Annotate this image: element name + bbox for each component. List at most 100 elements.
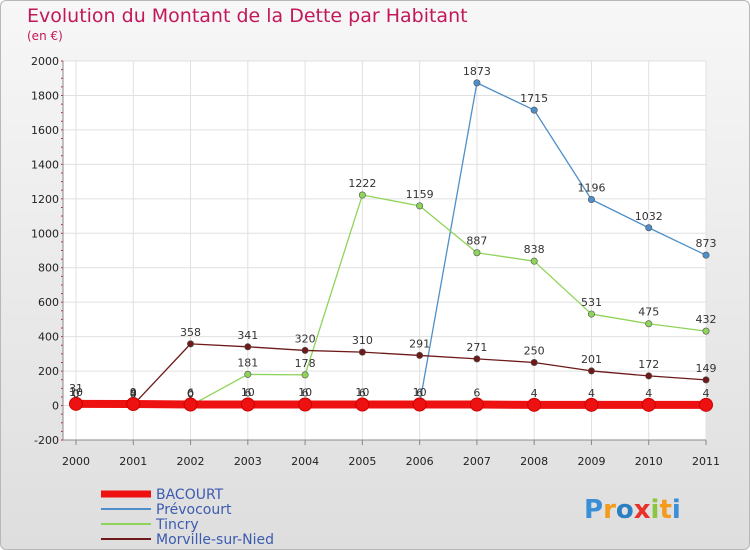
y-tick-label: 1000 [31,227,59,240]
data-point-bacourt [183,397,198,412]
y-tick-label: 200 [38,365,59,378]
data-point-bacourt [298,397,313,412]
data-label-morville-sur-nied: 172 [638,358,659,371]
data-label-tincry: 178 [295,357,316,370]
chart-title: Evolution du Montant de la Dette par Hab… [27,5,468,27]
data-label-bacourt: 6 [302,387,309,400]
data-point-bacourt [641,397,656,412]
data-label-pr-vocourt: 1715 [520,92,548,105]
data-label-bacourt: 6 [473,387,480,400]
x-tick-label: 2006 [406,455,434,468]
y-tick-label: 1800 [31,89,59,102]
data-label-bacourt: 10 [69,386,83,399]
data-label-morville-sur-nied: 31 [69,382,83,395]
data-point-tincry [587,310,595,318]
data-point-morville-sur-nied [645,372,653,380]
legend-label-bacourt: BACOURT [156,487,224,503]
data-label-bacourt: 4 [588,387,595,400]
data-label-tincry: 475 [638,306,659,319]
data-point-morville-sur-nied [301,346,309,354]
data-point-bacourt [584,397,599,412]
data-label-pr-vocourt: 1873 [463,65,491,78]
legend-label-tincry: Tincry [155,517,199,533]
data-label-tincry: 181 [237,356,258,369]
data-label-tincry: 0 [130,388,137,401]
data-point-bacourt [355,397,370,412]
data-label-pr-vocourt: 10 [241,386,255,399]
y-tick-label: -200 [34,434,59,447]
series-line-morville-sur-nied [75,343,707,406]
data-label-pr-vocourt: 1032 [635,210,663,223]
data-point-tincry [244,370,252,378]
series-layer [69,79,713,412]
x-tick-label: 2004 [291,455,319,468]
data-label-morville-sur-nied: 149 [696,362,717,375]
data-point-bacourt [699,397,713,412]
data-labels: 10 9 6 6 6 6 6 6 4 4 4 40 0 0 10 10 10 101873171511961032… [69,65,717,401]
y-tick-label: 0 [52,400,59,413]
data-point-morville-sur-nied [244,343,252,351]
data-label-bacourt: 6 [244,387,251,400]
data-point-bacourt [69,396,83,411]
data-label-bacourt: 6 [359,387,366,400]
data-point-bacourt [527,397,542,412]
data-point-morville-sur-nied [187,340,195,348]
data-label-bacourt: 4 [703,387,710,400]
data-point-tincry [645,320,653,328]
proxiti-logo: Proxiti [584,495,681,525]
series-bacourt [69,396,713,412]
y-tick-label: 800 [38,262,59,275]
data-label-morville-sur-nied: 310 [352,334,373,347]
y-tick-label: 1200 [31,193,59,206]
data-point-bacourt [412,397,427,412]
data-point-pr-vocourt [530,106,538,114]
data-label-tincry: 838 [524,243,545,256]
x-tick-label: 2002 [177,455,205,468]
x-tick-label: 2011 [692,455,720,468]
data-point-morville-sur-nied [358,348,366,356]
x-tick-label: 2009 [577,455,605,468]
data-point-pr-vocourt [473,79,481,87]
data-label-bacourt: 6 [187,387,194,400]
data-point-tincry [473,249,481,257]
data-label-pr-vocourt: 0 [73,388,80,401]
x-tick-label: 2010 [635,455,663,468]
y-tick-label: 600 [38,296,59,309]
x-tick-label: 2001 [119,455,147,468]
data-point-bacourt [126,396,141,411]
series-morville-sur-nied [72,340,710,409]
data-point-pr-vocourt [702,251,710,259]
data-point-morville-sur-nied [702,376,710,384]
data-label-pr-vocourt: 0 [130,388,137,401]
data-point-morville-sur-nied [587,367,595,375]
data-label-tincry: 1159 [406,188,434,201]
data-label-morville-sur-nied: 271 [466,341,487,354]
y-tick-label: 1600 [31,124,59,137]
y-tick-label: 2000 [31,55,59,68]
axes: -200020040060080010001200140016001800200… [31,55,720,468]
data-label-tincry: 0 [187,388,194,401]
data-label-tincry: 531 [581,296,602,309]
data-label-morville-sur-nied: 358 [180,326,201,339]
data-label-bacourt: 9 [130,386,137,399]
chart-subtitle: (en €) [27,29,63,43]
data-point-pr-vocourt [645,224,653,232]
data-label-bacourt: 6 [416,387,423,400]
series-line-bacourt [75,399,706,409]
data-label-tincry: 432 [696,313,717,326]
data-label-pr-vocourt: 10 [298,386,312,399]
data-label-morville-sur-nied: 341 [237,329,258,342]
data-label-bacourt: 4 [531,387,538,400]
x-tick-label: 2003 [234,455,262,468]
data-label-bacourt: 4 [645,387,652,400]
x-tick-label: 2000 [62,455,90,468]
data-label-morville-sur-nied: 250 [524,344,545,357]
data-point-pr-vocourt [587,196,595,204]
data-point-morville-sur-nied [416,351,424,359]
data-point-morville-sur-nied [473,355,481,363]
data-label-tincry: 0 [73,388,80,401]
x-tick-label: 2008 [520,455,548,468]
